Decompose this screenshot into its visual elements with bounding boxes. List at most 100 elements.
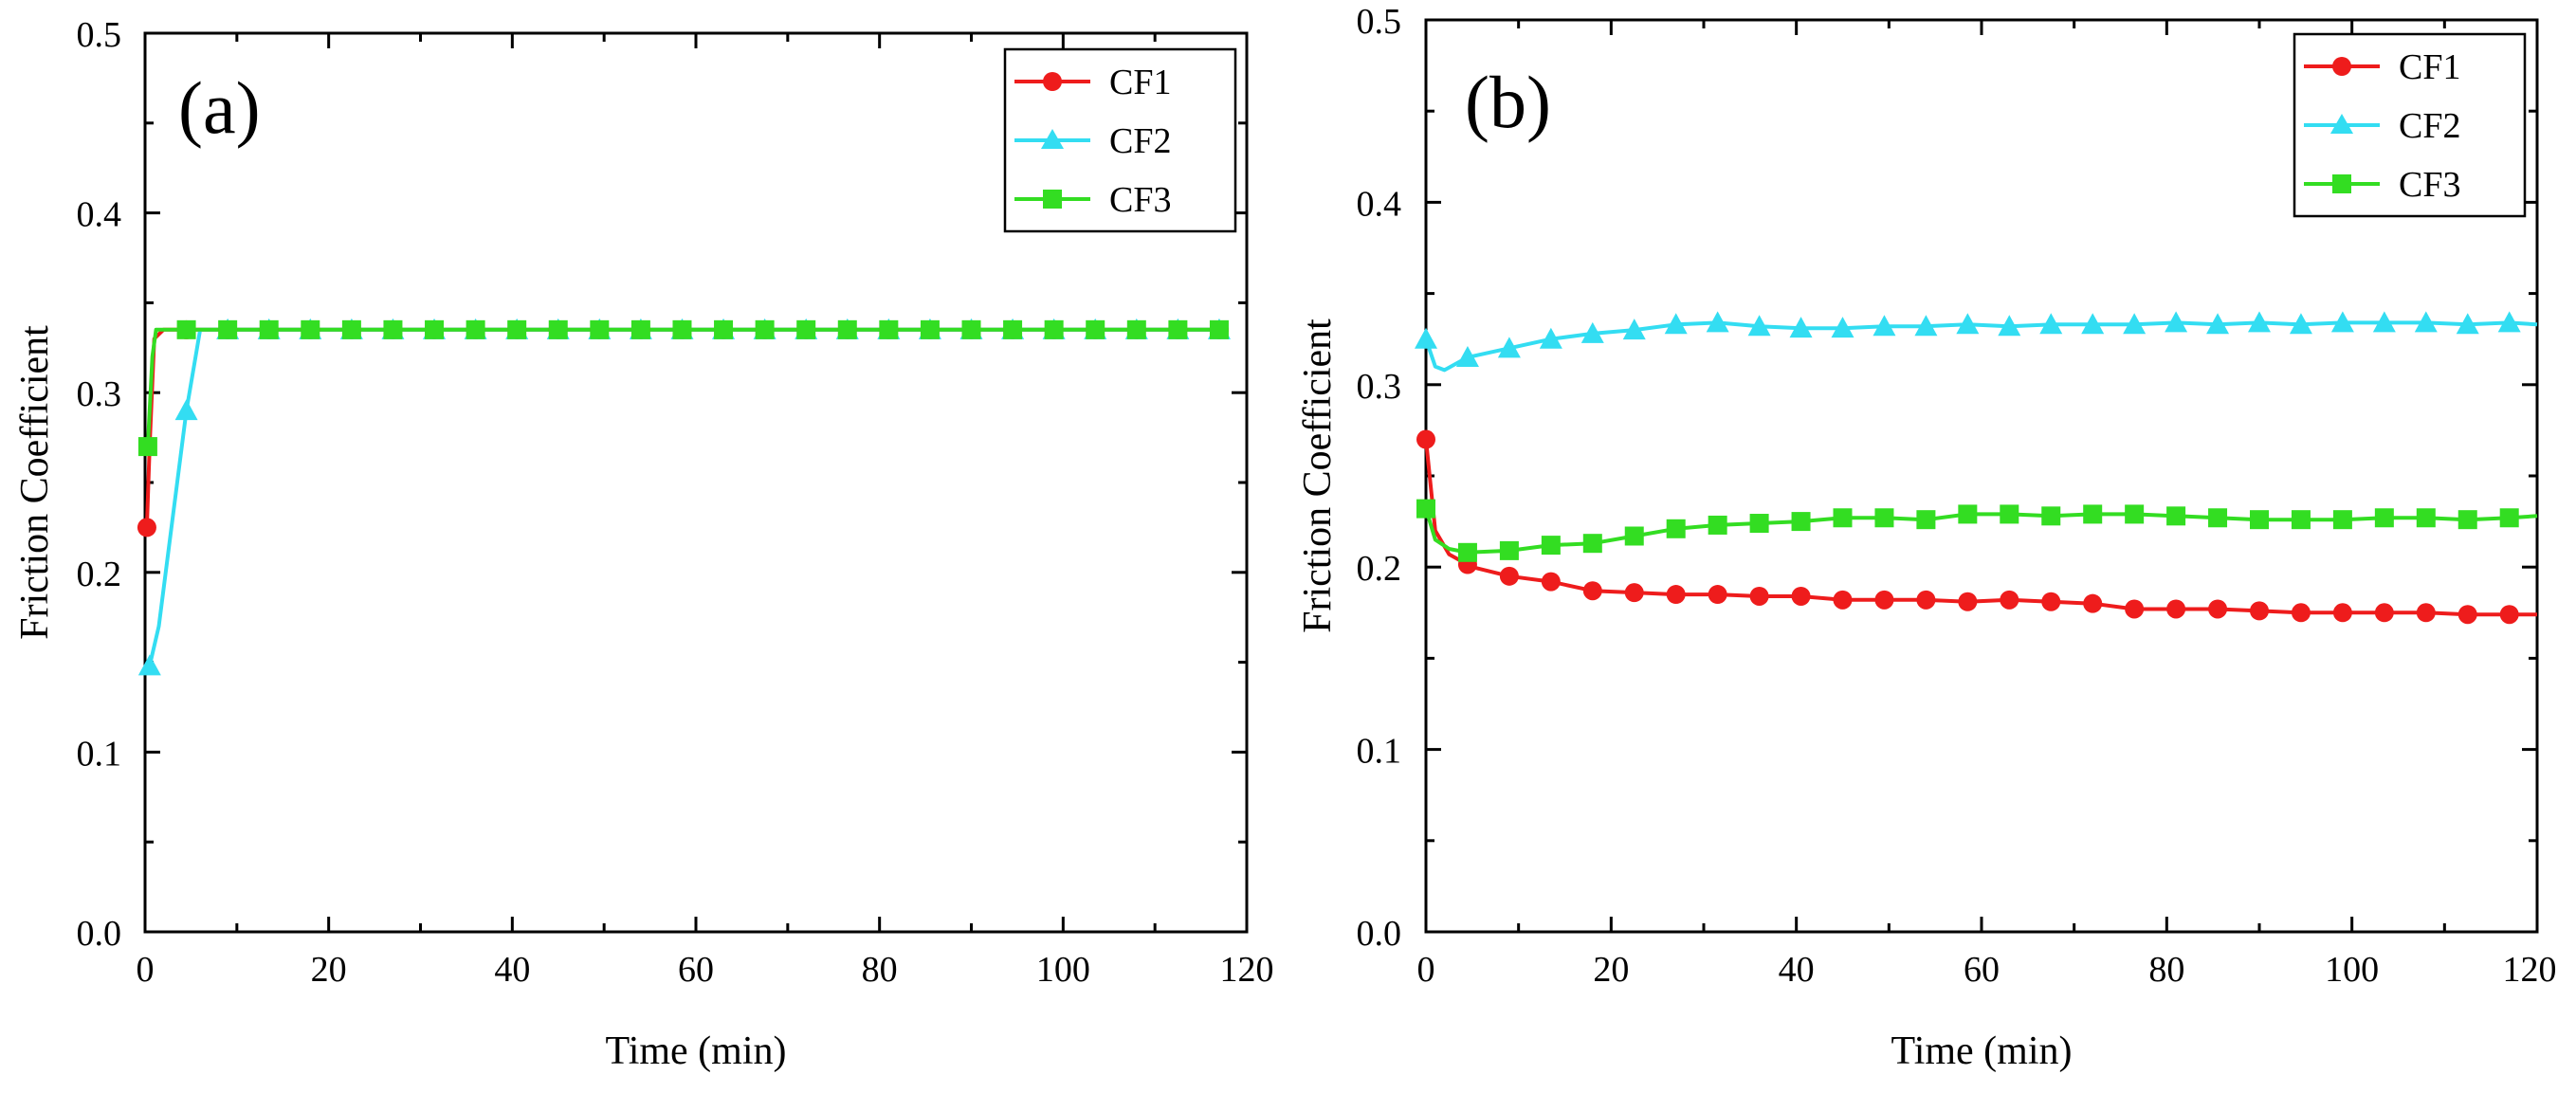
panel-b-marker-cf1 — [2125, 599, 2145, 619]
panel-b-marker-cf2 — [1998, 315, 2021, 337]
panel-b-marker-cf1 — [1874, 590, 1894, 610]
panel-b-marker-cf1 — [2000, 590, 2019, 610]
panel-b-marker-cf1 — [1791, 586, 1811, 606]
panel-b-marker-cf3 — [1833, 508, 1853, 528]
panel-b-marker-cf3 — [1874, 508, 1894, 528]
panel-b-marker-cf1 — [1708, 585, 1727, 605]
panel-b-marker-cf3 — [1916, 510, 1936, 530]
panel-b-marker-cf3 — [2083, 504, 2103, 524]
panel-b-marker-cf2 — [2289, 313, 2312, 335]
panel-b-marker-cf3 — [1708, 515, 1727, 535]
panel-b-marker-cf2 — [1831, 317, 1854, 338]
panel-a-label: (a) — [178, 66, 261, 149]
panel-b-marker-cf3 — [1541, 536, 1561, 556]
panel-a-marker-cf3 — [548, 319, 568, 339]
panel-b-marker-cf3 — [2125, 504, 2145, 524]
panel-b-marker-cf1 — [1416, 429, 1435, 449]
panel-a-marker-cf3 — [590, 319, 610, 339]
panel-b-marker-cf2 — [1497, 337, 1521, 358]
panel-b-marker-cf3 — [2374, 508, 2394, 528]
panel-a-legend-label-cf3: CF3 — [1109, 180, 1171, 220]
panel-b-marker-cf1 — [1958, 592, 1978, 611]
panel-a-marker-cf3 — [176, 319, 196, 339]
panel-a-ytick-1: 0.1 — [77, 734, 122, 774]
panel-b-marker-cf2 — [2165, 311, 2188, 333]
panel-a-legend-marker-cf3 — [1043, 190, 1062, 209]
panel-a-xtick-2: 40 — [494, 950, 530, 990]
panel-a-ytick-0: 0.0 — [77, 914, 122, 954]
panel-b-marker-cf3 — [1499, 540, 1519, 560]
panel-b-marker-cf2 — [2414, 311, 2438, 333]
panel-a-marker-cf3 — [383, 319, 403, 339]
panel-b-marker-cf3 — [1749, 514, 1769, 534]
panel-b-ytick-1: 0.1 — [1357, 732, 1402, 772]
panel-a-marker-cf3 — [672, 319, 692, 339]
panel-b-marker-cf2 — [2372, 311, 2396, 333]
panel-a-marker-cf3 — [301, 319, 320, 339]
panel-b-marker-cf3 — [1666, 519, 1686, 538]
panel-b-marker-cf1 — [2332, 603, 2352, 623]
panel-b-marker-cf2 — [2039, 313, 2063, 335]
panel-b-marker-cf2 — [1622, 319, 1646, 340]
panel-b-ytick-2: 0.2 — [1357, 549, 1402, 589]
panel-b-marker-cf2 — [1539, 327, 1562, 349]
panel-b-marker-cf3 — [2000, 504, 2019, 524]
panel-b-marker-cf2 — [1747, 315, 1771, 337]
panel-a-xtick-6: 120 — [1220, 950, 1274, 990]
panel-b-ytick-3: 0.3 — [1357, 367, 1402, 407]
panel-b-marker-cf3 — [2457, 510, 2477, 530]
panel-a-y-axis-title: Friction Coefficient — [13, 325, 57, 640]
panel-b-marker-cf3 — [2041, 506, 2061, 526]
panel-b-marker-cf1 — [1916, 590, 1936, 610]
panel-b-marker-cf1 — [2041, 592, 2061, 611]
panel-b-marker-cf2 — [1789, 317, 1813, 338]
panel-a-legend-label-cf2: CF2 — [1109, 121, 1171, 161]
panel-a-marker-cf3 — [1044, 319, 1064, 339]
panel-b-xtick-5: 100 — [2325, 950, 2379, 990]
panel-a-marker-cf3 — [1126, 319, 1146, 339]
panel-b-marker-cf1 — [1582, 581, 1602, 601]
panel-b-marker-cf3 — [2250, 510, 2269, 530]
panel-b-legend-marker-cf3 — [2332, 174, 2351, 193]
panel-b-marker-cf1 — [2416, 603, 2436, 623]
panel-a-xtick-4: 80 — [862, 950, 898, 990]
panel-b-marker-cf2 — [1580, 321, 1604, 343]
panel-a-legend-marker-cf1 — [1043, 72, 1062, 91]
panel-b-series — [1415, 311, 2538, 625]
panel-b-ytick-4: 0.4 — [1357, 184, 1402, 224]
panel-b-marker-cf3 — [1958, 504, 1978, 524]
panel-b-marker-cf3 — [1582, 534, 1602, 554]
panel-a-ytick-5: 0.5 — [77, 15, 122, 55]
panel-b-marker-cf2 — [2330, 311, 2354, 333]
panel-b-ytick-0: 0.0 — [1357, 914, 1402, 954]
panel-a-ytick-3: 0.3 — [77, 374, 122, 414]
panel-b-marker-cf1 — [1624, 583, 1644, 603]
panel-a-xtick-0: 0 — [137, 950, 155, 990]
panel-b-xtick-2: 40 — [1779, 950, 1815, 990]
panel-b-marker-cf3 — [1791, 512, 1811, 532]
panel-a-xtick-5: 100 — [1036, 950, 1090, 990]
panel-b-legend-marker-cf1 — [2332, 57, 2351, 76]
panel-b-marker-cf1 — [2291, 603, 2311, 623]
panel-b-legend: CF1 CF2 CF3 — [2293, 32, 2527, 218]
panel-b-marker-cf2 — [2497, 311, 2521, 333]
panel-b-marker-cf1 — [2499, 605, 2519, 625]
panel-b-marker-cf2 — [2248, 311, 2271, 333]
panel-b-marker-cf3 — [1624, 526, 1644, 546]
panel-b-marker-cf2 — [1873, 315, 1896, 337]
panel-b-marker-cf2 — [1664, 313, 1688, 335]
panel-b-ytick-5: 0.5 — [1357, 2, 1402, 42]
panel-b-marker-cf3 — [2166, 506, 2186, 526]
panel-a-marker-cf3 — [218, 319, 238, 339]
panel-a-marker-cf3 — [920, 319, 940, 339]
panel-b-marker-cf1 — [2250, 601, 2269, 621]
panel-a-marker-cf3 — [341, 319, 361, 339]
panel-a-marker-cf1 — [137, 518, 156, 537]
panel-b-marker-cf3 — [2291, 510, 2311, 530]
panel-a-marker-cf3 — [879, 319, 899, 339]
panel-a-marker-cf3 — [137, 437, 157, 457]
panel-b-marker-cf1 — [1541, 572, 1561, 592]
panel-b-marker-cf3 — [1457, 542, 1477, 562]
panel-a-marker-cf3 — [630, 319, 650, 339]
